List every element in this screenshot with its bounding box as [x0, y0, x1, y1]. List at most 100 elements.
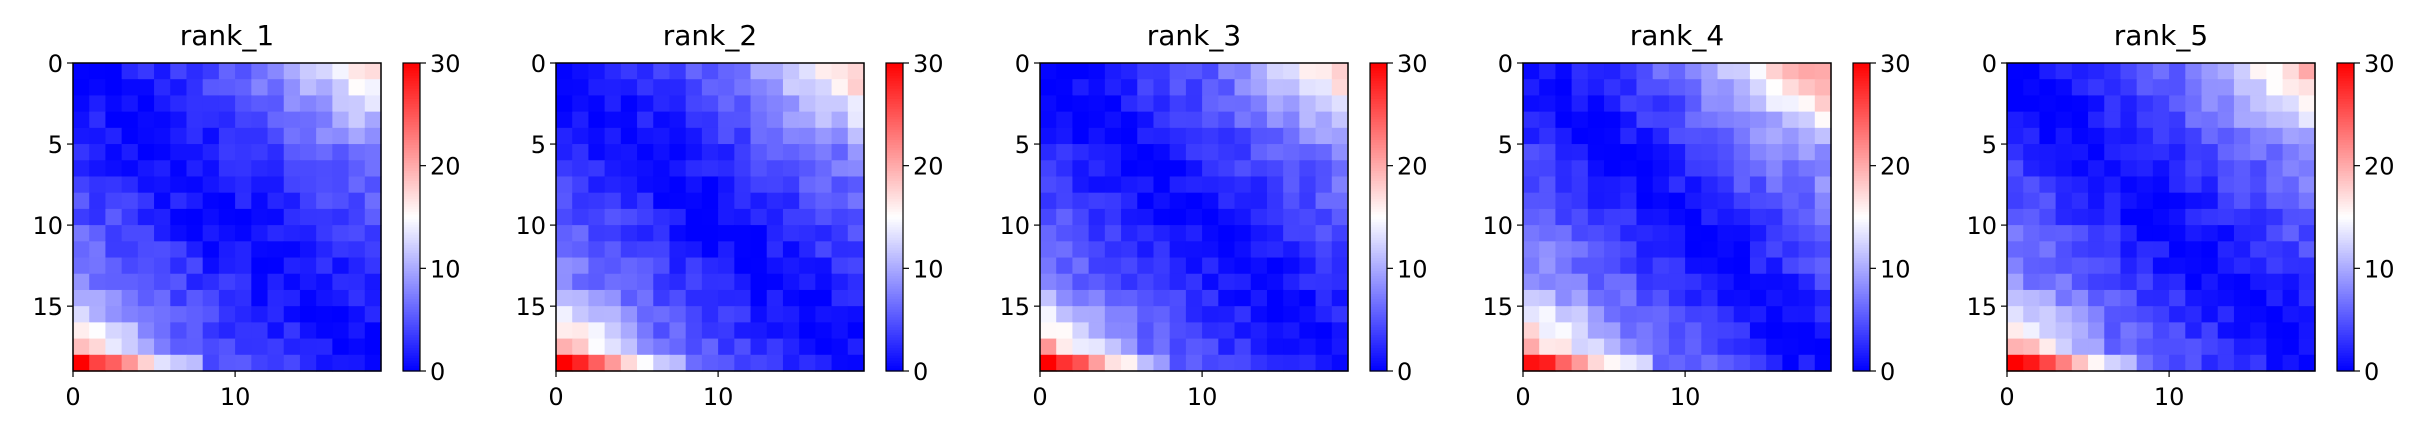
colorbar-segment — [2337, 283, 2354, 287]
heatmap-cell — [620, 95, 638, 113]
heatmap-cell — [2217, 322, 2235, 340]
colorbar-segment — [2337, 265, 2354, 269]
y-tick-label: 15 — [32, 293, 63, 321]
heatmap-cell — [2088, 354, 2105, 372]
colorbar-segment — [2337, 157, 2354, 162]
heatmap-cell — [2007, 322, 2024, 340]
heatmap-cell — [588, 63, 606, 80]
colorbar-segment — [1853, 170, 1870, 174]
heatmap-cell — [105, 306, 123, 323]
heatmap-cell — [1717, 176, 1735, 194]
colorbar-segment — [403, 140, 420, 144]
heatmap-cell — [332, 192, 350, 210]
heatmap-cell — [235, 338, 252, 356]
heatmap-cell — [831, 289, 849, 307]
heatmap-cell — [2217, 192, 2235, 210]
colorbar-segment — [403, 186, 420, 190]
colorbar-segment — [2337, 111, 2354, 115]
heatmap-cell — [2201, 354, 2219, 372]
colorbar-tick-label: 10 — [913, 255, 944, 283]
colorbar-segment — [1853, 155, 1870, 159]
heatmap-cell — [137, 79, 155, 97]
colorbar-segment — [886, 145, 903, 149]
heatmap-cell — [1782, 273, 1800, 291]
colorbar-segment — [1370, 186, 1387, 190]
heatmap-cell — [588, 241, 606, 259]
heatmap-cell — [299, 160, 317, 178]
heatmap-cell — [2088, 176, 2105, 194]
heatmap-cell — [2088, 322, 2105, 340]
colorbar-segment — [2337, 63, 2354, 67]
colorbar-segment — [2337, 258, 2354, 262]
heatmap-cell — [588, 176, 606, 194]
colorbar-segment — [1853, 214, 1870, 218]
colorbar-segment — [2337, 132, 2354, 136]
colorbar-segment — [1853, 311, 1870, 316]
colorbar-segment — [1853, 211, 1870, 216]
colorbar-segment — [2337, 104, 2354, 108]
heatmap-cell — [1555, 192, 1573, 210]
colorbar-segment — [2337, 209, 2354, 213]
heatmap-cell — [1571, 127, 1589, 145]
colorbar-segment — [1370, 204, 1387, 208]
heatmap-cell — [620, 208, 638, 226]
heatmap-cell — [1283, 192, 1300, 210]
heatmap-cell — [2071, 225, 2089, 242]
heatmap-cell — [1636, 79, 1654, 97]
heatmap-cell — [556, 257, 573, 275]
colorbar-segment — [403, 63, 420, 67]
heatmap-cell — [750, 79, 768, 97]
colorbar-tick-label: 0 — [1397, 358, 1412, 386]
heatmap-cell — [701, 208, 719, 226]
heatmap-cell — [685, 289, 703, 307]
heatmap-cell — [1153, 111, 1171, 129]
heatmap-cell — [2282, 144, 2300, 161]
colorbar-segment — [886, 142, 903, 146]
heatmap-cell — [1056, 79, 1074, 97]
heatmap-cell — [316, 289, 333, 307]
heatmap-cell — [2201, 127, 2219, 145]
heatmap-cell — [1652, 289, 1670, 307]
heatmap-cell — [1749, 208, 1767, 226]
heatmap-cell — [2023, 306, 2041, 323]
heatmap-cell — [1749, 306, 1767, 323]
heatmap-cell — [121, 111, 139, 129]
heatmap-cell — [73, 127, 90, 145]
colorbar-segment — [1853, 116, 1870, 121]
colorbar-segment — [886, 186, 903, 190]
heatmap-cell — [1523, 144, 1540, 161]
heatmap-cell — [1798, 273, 1816, 291]
heatmap-cell — [653, 273, 671, 291]
colorbar-segment — [1370, 181, 1387, 185]
y-tick-label: 5 — [48, 131, 63, 159]
heatmap-cell — [572, 354, 590, 372]
colorbar-segment — [1370, 65, 1387, 69]
heatmap-cell — [1121, 79, 1138, 97]
heatmap-cell — [1814, 208, 1832, 226]
heatmap-cell — [831, 225, 849, 242]
colorbar-segment — [886, 106, 903, 110]
colorbar-segment — [1853, 111, 1870, 115]
heatmap-cell — [782, 79, 800, 97]
x-tick-label: 10 — [703, 383, 734, 411]
heatmap-cell — [2023, 241, 2041, 259]
heatmap-cell — [1185, 289, 1203, 307]
heatmap-cell — [2039, 225, 2057, 242]
heatmap-cell — [89, 273, 107, 291]
heatmap-cell — [2071, 257, 2089, 275]
heatmap-cell — [637, 192, 654, 210]
colorbar-segment — [403, 232, 420, 236]
heatmap-cell — [1072, 79, 1090, 97]
colorbar-tick-label: 20 — [913, 153, 944, 181]
colorbar-tick-label: 0 — [913, 358, 928, 386]
colorbar-segment — [1853, 281, 1870, 285]
heatmap-cell — [1620, 289, 1638, 307]
heatmap-cell — [1782, 95, 1800, 113]
heatmap-cell — [2266, 273, 2284, 291]
heatmap-cell — [831, 257, 849, 275]
heatmap-cell — [1717, 273, 1735, 291]
heatmap-cell — [2055, 160, 2073, 178]
heatmap-cell — [718, 111, 735, 129]
heatmap-cell — [766, 338, 784, 356]
heatmap-cell — [1315, 192, 1333, 210]
